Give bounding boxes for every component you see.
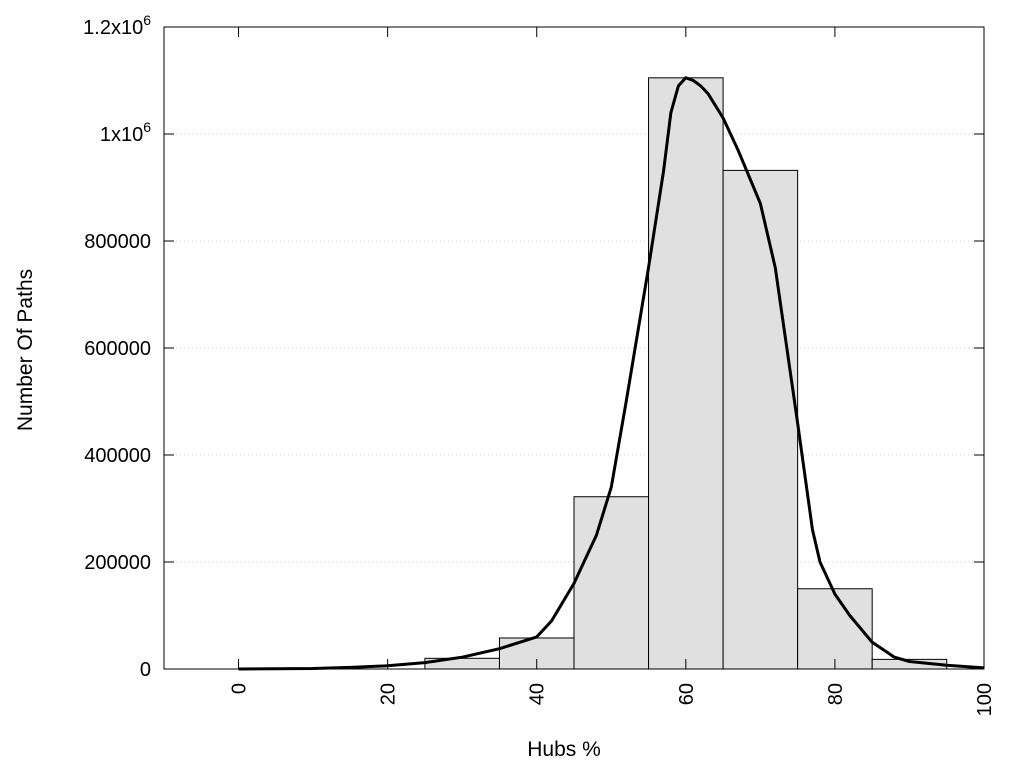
y-tick-exponent: 6 (143, 12, 151, 28)
fit-curve (238, 76, 985, 671)
histogram-bar (722, 169, 799, 670)
x-tick-label: 0 (229, 683, 251, 694)
y-tick-label: 200000 (84, 552, 151, 574)
y-tick-label: 1.2x106 (83, 12, 151, 39)
bars (424, 77, 948, 670)
y-tick-exponent: 6 (143, 119, 151, 135)
x-tick-label: 80 (825, 683, 847, 705)
x-tick-label: 60 (676, 683, 698, 705)
x-tick-label: 40 (527, 683, 549, 705)
x-axis-label: Hubs % (527, 738, 601, 761)
fit-curve-line (238, 76, 985, 671)
histogram-bar (573, 496, 650, 670)
x-axis-ticks: 0 20 40 60 80 100 (229, 27, 996, 716)
y-tick-label: 1x106 (100, 119, 151, 146)
y-tick-label: 0 (140, 659, 151, 681)
histogram-bar (648, 77, 724, 670)
y-tick-label: 600000 (84, 338, 151, 360)
grid-lines (164, 133, 984, 563)
y-axis-label: Number Of Paths (14, 269, 37, 431)
y-tick-label: 800000 (84, 231, 151, 253)
y-tick-label: 400000 (84, 445, 151, 467)
y-axis-ticks: 0 200000 400000 600000 800000 1x106 1.2x106 (83, 12, 984, 681)
x-tick-label: 20 (378, 683, 400, 705)
x-tick-label: 100 (974, 683, 996, 716)
